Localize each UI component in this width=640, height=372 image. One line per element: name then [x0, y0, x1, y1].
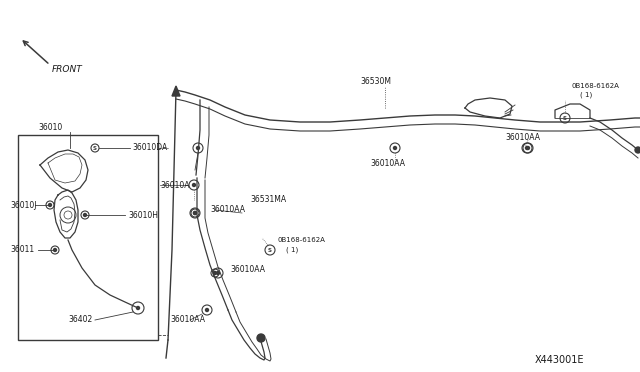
Circle shape: [257, 334, 265, 342]
Text: 0B168-6162A: 0B168-6162A: [572, 83, 620, 89]
Text: 36010AA: 36010AA: [370, 160, 405, 169]
Circle shape: [193, 212, 196, 215]
Text: 0B168-6162A: 0B168-6162A: [278, 237, 326, 243]
Text: 36010A: 36010A: [160, 180, 189, 189]
Text: ( 1): ( 1): [286, 247, 298, 253]
Text: S: S: [563, 115, 567, 121]
Circle shape: [525, 147, 529, 150]
Text: S: S: [93, 145, 97, 151]
Circle shape: [193, 183, 195, 186]
Circle shape: [214, 272, 216, 275]
Text: 36010: 36010: [38, 124, 62, 132]
Circle shape: [83, 214, 86, 217]
Text: 36010AA: 36010AA: [170, 315, 205, 324]
Circle shape: [54, 248, 56, 251]
Text: 36010AA: 36010AA: [505, 132, 540, 141]
Text: X443001E: X443001E: [535, 355, 584, 365]
Text: ( 1): ( 1): [580, 92, 592, 98]
Text: 36531MA: 36531MA: [250, 196, 286, 205]
Bar: [18, 135, 158, 340]
Circle shape: [136, 307, 140, 310]
Circle shape: [527, 147, 529, 150]
Text: S: S: [268, 247, 272, 253]
Polygon shape: [172, 86, 180, 96]
Text: 36010DA: 36010DA: [132, 144, 167, 153]
Circle shape: [49, 203, 51, 206]
Text: 36010AA: 36010AA: [230, 266, 265, 275]
Text: 36011: 36011: [10, 246, 34, 254]
Text: FRONT: FRONT: [52, 65, 83, 74]
Circle shape: [193, 212, 196, 215]
Text: 36010AA: 36010AA: [210, 205, 245, 215]
Text: 36010H: 36010H: [128, 211, 158, 219]
Text: 36530M: 36530M: [360, 77, 391, 87]
Text: 36402: 36402: [68, 315, 92, 324]
Circle shape: [196, 147, 200, 150]
Circle shape: [394, 147, 397, 150]
Circle shape: [635, 147, 640, 153]
Text: 36010J: 36010J: [10, 201, 36, 209]
Circle shape: [216, 272, 220, 275]
Circle shape: [205, 308, 209, 311]
